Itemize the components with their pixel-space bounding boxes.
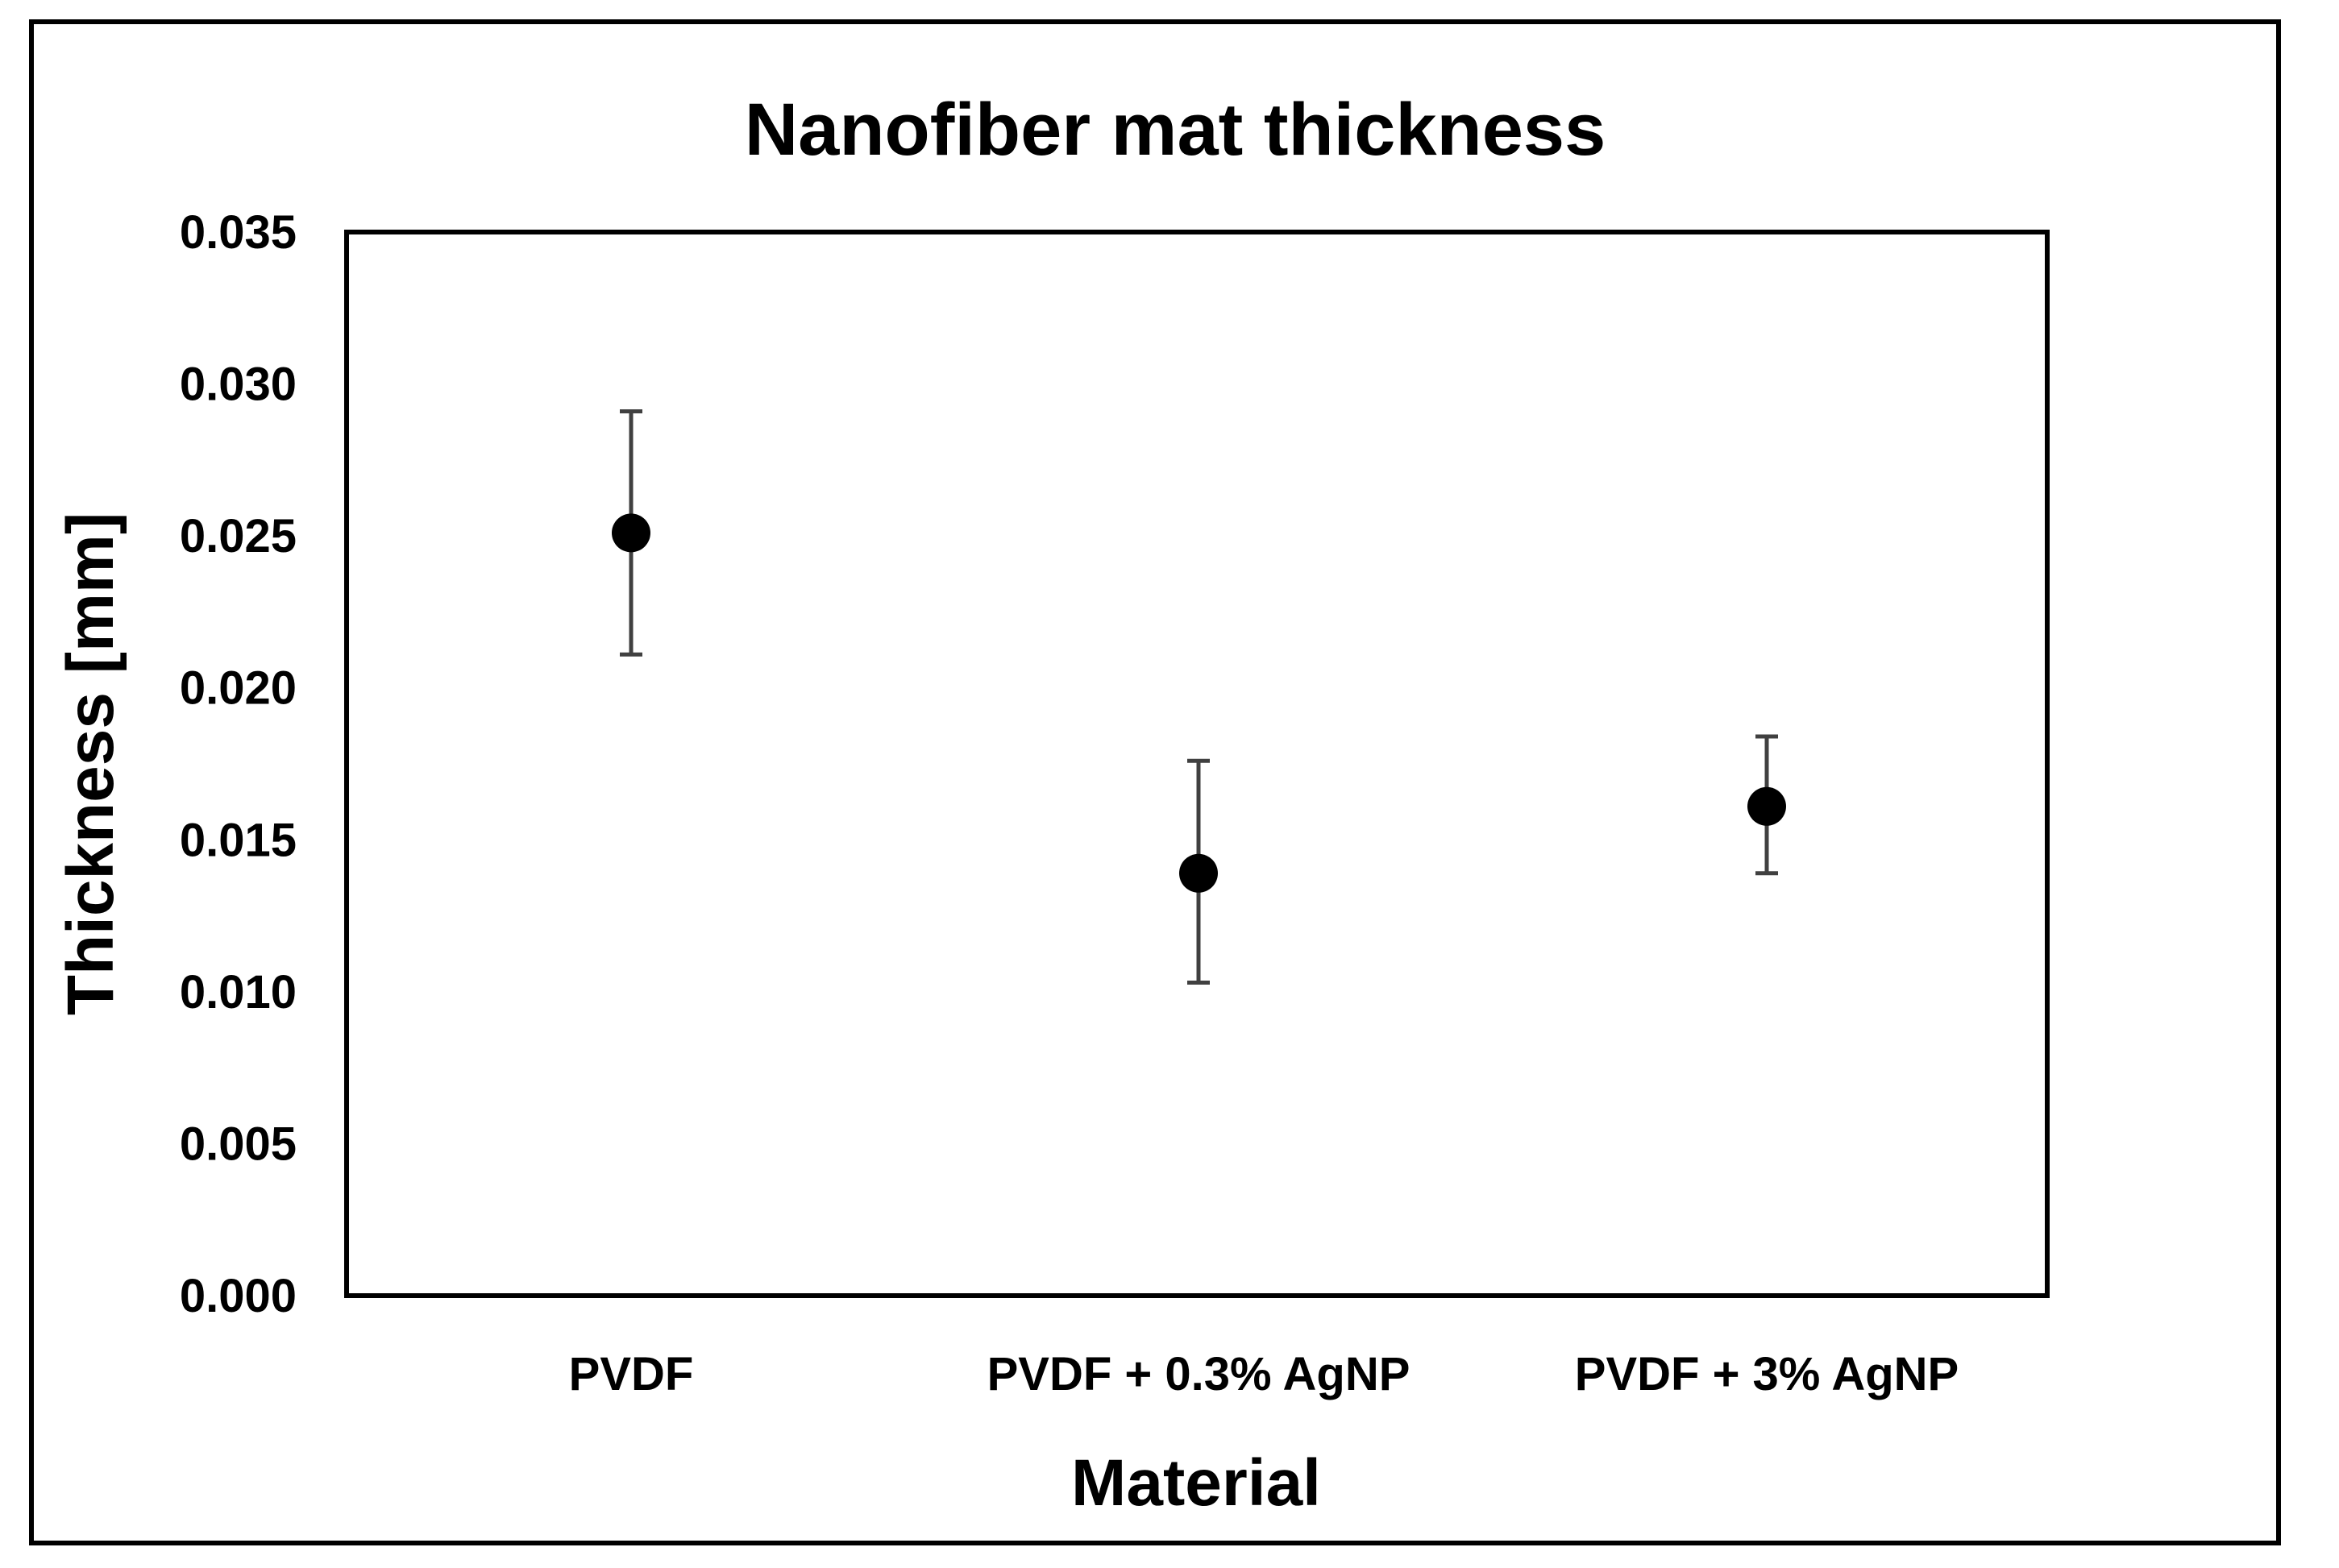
data-points — [612, 513, 1786, 893]
x-axis-title: Material — [1071, 1446, 1321, 1520]
y-tick-label: 0.015 — [180, 814, 297, 866]
data-point — [1179, 853, 1218, 893]
y-tick-label: 0.005 — [180, 1118, 297, 1170]
error-bars — [620, 409, 1778, 985]
y-tick-label: 0.020 — [180, 662, 297, 715]
chart-title: Nanofiber mat thickness — [745, 89, 1606, 171]
y-tick-label: 0.025 — [180, 510, 297, 562]
y-tick-label: 0.000 — [180, 1270, 297, 1322]
data-point — [612, 513, 650, 553]
chart-frame — [29, 19, 2281, 1545]
y-tick-label: 0.010 — [180, 966, 297, 1018]
plot-area — [344, 230, 2050, 1298]
y-tick-label: 0.035 — [180, 206, 297, 259]
x-axis-labels: PVDF PVDF + 0.3% AgNP PVDF + 3% AgNP — [569, 1348, 1959, 1400]
x-category-label: PVDF + 0.3% AgNP — [987, 1348, 1410, 1400]
y-axis-ticks: 0.000 0.005 0.010 0.015 0.020 0.025 0.030 0.035 — [180, 206, 297, 1322]
data-point — [1747, 786, 1786, 826]
x-category-label: PVDF + 3% AgNP — [1575, 1348, 1959, 1400]
y-tick-label: 0.030 — [180, 359, 297, 411]
x-category-label: PVDF — [569, 1348, 694, 1400]
y-axis-title: Thickness [mm] — [54, 512, 127, 1015]
